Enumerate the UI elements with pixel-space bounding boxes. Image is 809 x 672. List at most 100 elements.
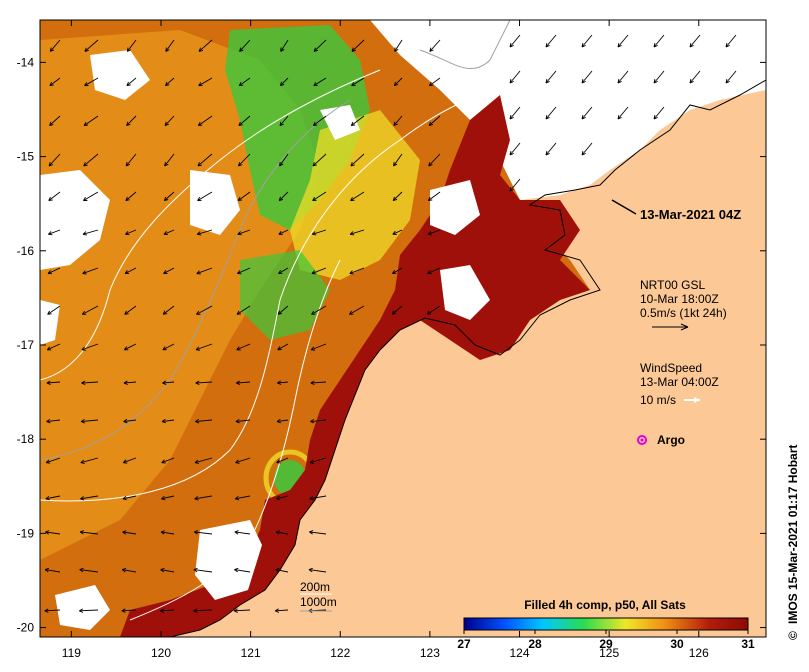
isobath-200-label: 200m xyxy=(300,580,330,594)
wind-scale-arrow xyxy=(684,397,700,403)
current-vector xyxy=(236,305,251,315)
current-vector xyxy=(653,106,665,120)
current-vector xyxy=(308,567,327,573)
current-vector xyxy=(45,530,61,535)
wind-title: WindSpeed xyxy=(640,361,702,375)
current-vector xyxy=(45,495,61,501)
current-vector xyxy=(124,267,137,275)
timestamp-pointer xyxy=(611,199,637,215)
current-vector xyxy=(428,153,441,167)
cloud-gaps xyxy=(40,50,490,630)
current-vector xyxy=(350,191,365,202)
current-vector xyxy=(617,106,629,120)
plot-area xyxy=(40,20,766,637)
current-vector xyxy=(509,142,521,156)
current-vector xyxy=(581,106,593,120)
current-vector xyxy=(349,267,365,275)
current-vector xyxy=(160,530,175,535)
current-vector xyxy=(309,457,327,464)
current-vector xyxy=(277,305,289,315)
sst-hot-coastal-strip xyxy=(120,95,590,637)
current-vector xyxy=(44,567,61,573)
current-vector xyxy=(545,142,557,156)
current-vector xyxy=(161,457,175,464)
current-vector xyxy=(162,380,175,385)
sst-yellow-patch xyxy=(290,110,420,280)
current-vector xyxy=(81,305,99,315)
current-vector xyxy=(195,419,213,424)
x-tick-label: 121 xyxy=(241,646,261,660)
current-vector xyxy=(274,608,289,613)
current-vector xyxy=(80,495,99,501)
current-title: NRT00 GSL xyxy=(640,278,705,292)
current-vector xyxy=(392,229,403,235)
current-vector xyxy=(84,77,99,87)
current-vector xyxy=(237,267,251,275)
current-vector xyxy=(689,70,701,84)
current-vector xyxy=(162,343,175,351)
isobath-1000-label: 1000m xyxy=(300,595,337,609)
current-vector xyxy=(123,418,137,424)
current-vector xyxy=(238,153,251,167)
current-vector xyxy=(278,191,289,202)
current-vector xyxy=(275,530,289,535)
current-vector xyxy=(48,229,61,236)
current-vector xyxy=(163,191,175,202)
current-vector xyxy=(162,305,175,315)
current-vector xyxy=(121,608,137,613)
current-vector xyxy=(581,142,593,156)
y-tick-label: -17 xyxy=(17,338,35,352)
current-vector xyxy=(310,380,327,386)
current-vector xyxy=(394,39,403,52)
current-vector xyxy=(349,305,365,315)
current-vector xyxy=(393,115,403,127)
wind-scale-label: 10 m/s xyxy=(640,393,676,407)
current-vector xyxy=(193,567,213,573)
credit-symbol: © xyxy=(786,631,800,640)
current-vector xyxy=(311,267,327,275)
current-vector xyxy=(509,34,521,48)
current-vector xyxy=(123,380,137,385)
current-vector xyxy=(83,191,99,202)
x-tick-label: 123 xyxy=(420,646,440,660)
current-vector xyxy=(234,495,251,501)
current-vector xyxy=(238,77,251,87)
current-vector xyxy=(725,34,737,48)
current-vector xyxy=(121,567,137,573)
current-vector xyxy=(429,77,441,87)
colorbar-tick-label: 27 xyxy=(457,637,471,651)
sst-green-patch-mid xyxy=(240,250,330,340)
current-vector xyxy=(313,77,327,87)
current-vector xyxy=(235,418,251,424)
isobath-contours xyxy=(40,20,511,621)
current-vector xyxy=(392,267,403,275)
colorbar-ticks: 27 28 29 30 31 xyxy=(457,630,755,651)
y-tick-label: -20 xyxy=(17,621,35,635)
current-vector xyxy=(277,380,289,385)
current-vector xyxy=(310,419,327,424)
current-vector xyxy=(193,608,213,613)
current-vector xyxy=(194,457,213,464)
map-axes: 119 120 121 122 123 124 125 126 -14 -15 -16 -17 -18 -… xyxy=(17,20,766,660)
current-vector xyxy=(124,305,137,315)
current-vector xyxy=(312,153,327,167)
current-vector xyxy=(83,115,99,127)
current-vector xyxy=(164,115,175,127)
current-vector xyxy=(164,153,175,167)
y-tick-label: -14 xyxy=(17,55,35,69)
current-vector xyxy=(81,380,99,386)
current-vector xyxy=(313,39,327,52)
current-vector xyxy=(195,380,213,386)
current-vector xyxy=(82,229,99,236)
current-vector xyxy=(47,267,61,275)
current-vector xyxy=(163,267,175,275)
x-tick-label: 119 xyxy=(62,646,81,660)
current-vector xyxy=(48,153,61,167)
y-tick-label: -18 xyxy=(17,432,35,446)
x-tick-label: 125 xyxy=(599,646,619,660)
current-vector xyxy=(581,70,593,84)
colorbar-tick-label: 28 xyxy=(528,637,542,651)
current-vector xyxy=(278,229,289,235)
current-vector xyxy=(197,153,213,167)
current-vector xyxy=(234,567,251,573)
